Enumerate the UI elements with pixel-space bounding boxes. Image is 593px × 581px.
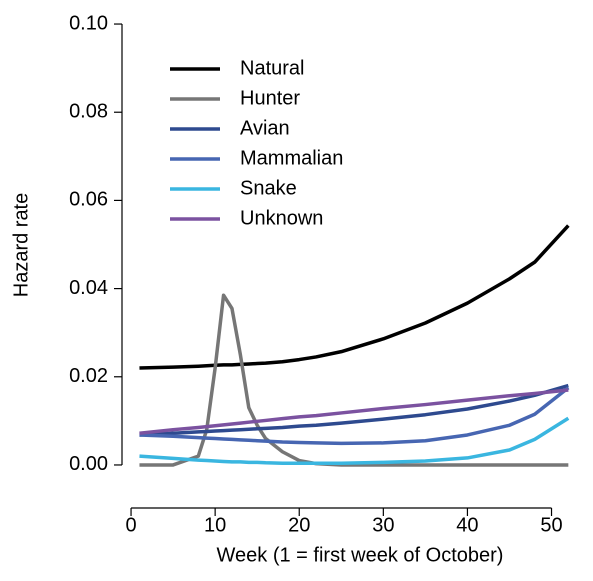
legend-label: Avian bbox=[240, 117, 290, 139]
y-tick-label: 0.10 bbox=[69, 12, 108, 34]
legend-label: Snake bbox=[240, 177, 297, 199]
series-line bbox=[139, 383, 569, 437]
legend-label: Mammalian bbox=[240, 147, 343, 169]
y-tick-label: 0.04 bbox=[69, 277, 108, 299]
x-tick-label: 20 bbox=[288, 514, 310, 536]
series-line bbox=[139, 293, 569, 467]
legend-label: Natural bbox=[240, 57, 304, 79]
legend-label: Unknown bbox=[240, 207, 323, 229]
y-tick-label: 0.06 bbox=[69, 189, 108, 211]
series-line bbox=[139, 416, 570, 465]
series-line bbox=[139, 386, 570, 446]
x-tick-label: 0 bbox=[125, 514, 136, 536]
x-tick-label: 50 bbox=[540, 514, 562, 536]
series-line bbox=[139, 388, 569, 435]
x-tick-label: 30 bbox=[372, 514, 394, 536]
y-tick-label: 0.00 bbox=[69, 453, 108, 475]
legend-label: Hunter bbox=[240, 87, 300, 109]
y-axis-label: Hazard rate bbox=[10, 193, 32, 298]
x-axis-label: Week (1 = first week of October) bbox=[217, 544, 504, 566]
x-tick-label: 10 bbox=[204, 514, 226, 536]
x-tick-label: 40 bbox=[456, 514, 478, 536]
y-tick-label: 0.08 bbox=[69, 101, 108, 123]
series-line bbox=[139, 224, 570, 370]
y-tick-label: 0.02 bbox=[69, 365, 108, 387]
